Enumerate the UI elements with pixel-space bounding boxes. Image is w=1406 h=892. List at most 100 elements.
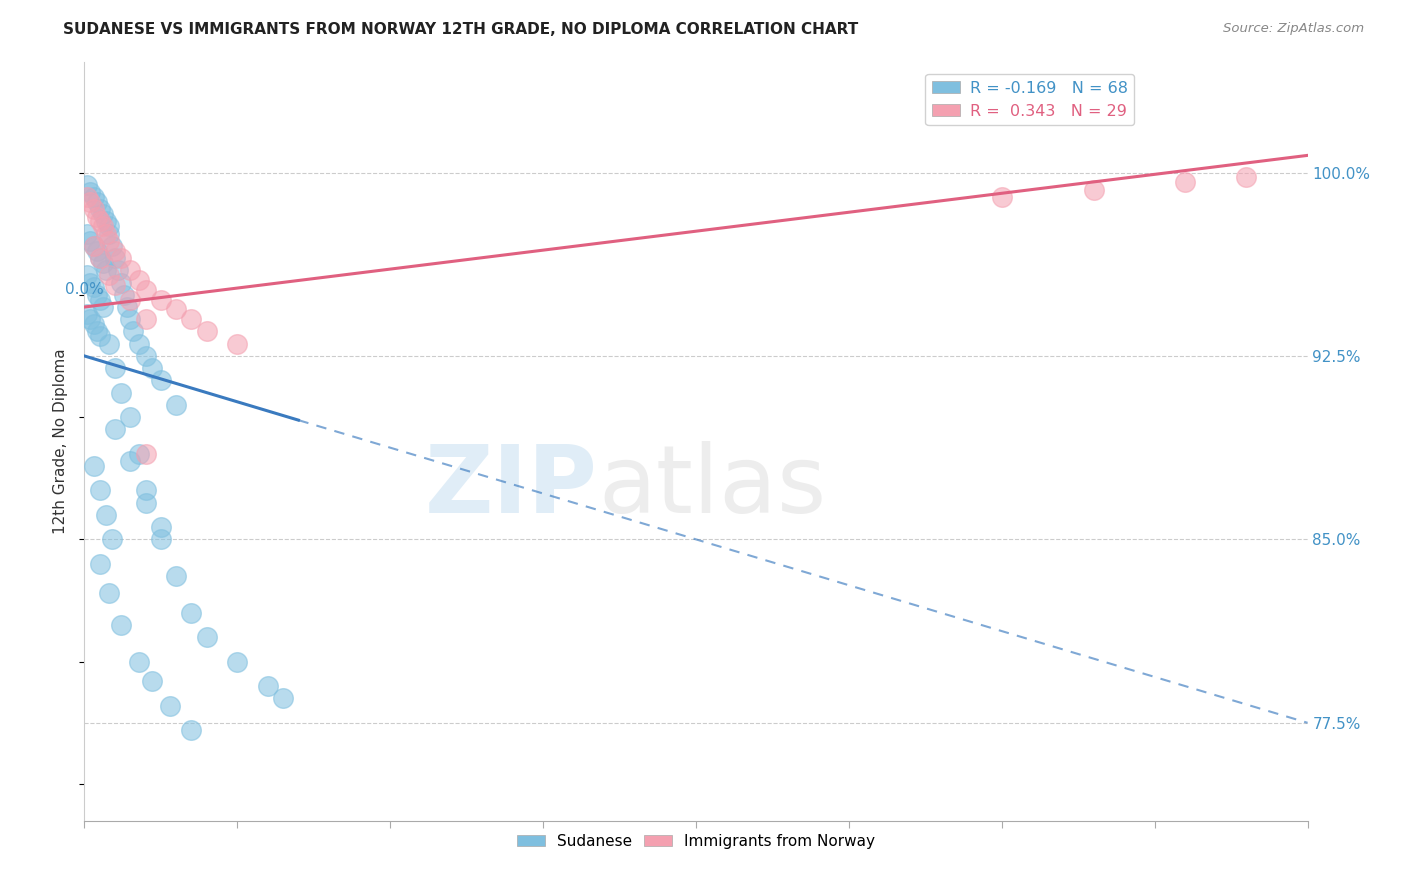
Point: [76, 268, 98, 283]
Text: Source: ZipAtlas.com: Source: ZipAtlas.com: [1223, 22, 1364, 36]
Point: [97, 227, 120, 241]
Point: [97, 336, 120, 351]
Point: [135, 483, 157, 498]
Text: 0.0%: 0.0%: [65, 282, 104, 297]
Point: [94, 508, 117, 522]
Point: [89, 557, 111, 571]
Point: [94, 214, 117, 228]
Point: [195, 325, 218, 339]
Point: [79, 185, 101, 199]
Point: [128, 655, 150, 669]
Point: [104, 251, 127, 265]
Point: [120, 410, 142, 425]
Text: atlas: atlas: [598, 441, 827, 533]
Point: [83, 458, 105, 473]
Y-axis label: 12th Grade, No Diploma: 12th Grade, No Diploma: [53, 349, 69, 534]
Legend: Sudanese, Immigrants from Norway: Sudanese, Immigrants from Norway: [510, 828, 882, 855]
Point: [89, 293, 111, 307]
Point: [91, 219, 114, 234]
Point: [89, 214, 111, 228]
Point: [1174, 175, 1197, 189]
Point: [141, 674, 163, 689]
Point: [94, 263, 117, 277]
Point: [89, 329, 111, 343]
Point: [112, 287, 135, 301]
Point: [89, 202, 111, 217]
Point: [94, 227, 117, 241]
Point: [104, 278, 127, 293]
Point: [83, 202, 105, 217]
Point: [135, 312, 157, 326]
Point: [135, 496, 157, 510]
Point: [1236, 170, 1258, 185]
Point: [149, 373, 172, 387]
Point: [83, 317, 105, 331]
Point: [180, 723, 202, 738]
Point: [110, 251, 132, 265]
Point: [104, 422, 127, 436]
Point: [83, 239, 105, 253]
Point: [159, 698, 181, 713]
Point: [120, 293, 142, 307]
Point: [128, 273, 150, 287]
Point: [89, 251, 111, 265]
Point: [135, 283, 157, 297]
Point: [149, 293, 172, 307]
Point: [97, 586, 120, 600]
Point: [79, 276, 101, 290]
Point: [110, 276, 132, 290]
Point: [149, 533, 172, 547]
Point: [89, 251, 111, 265]
Point: [86, 194, 108, 209]
Point: [149, 520, 172, 534]
Point: [128, 447, 150, 461]
Point: [76, 227, 98, 241]
Point: [76, 190, 98, 204]
Point: [122, 325, 145, 339]
Point: [128, 336, 150, 351]
Point: [226, 336, 249, 351]
Point: [195, 630, 218, 644]
Point: [79, 312, 101, 326]
Point: [226, 655, 249, 669]
Point: [110, 385, 132, 400]
Point: [271, 691, 294, 706]
Point: [101, 239, 124, 253]
Point: [97, 219, 120, 234]
Point: [76, 307, 98, 321]
Point: [115, 300, 138, 314]
Point: [165, 302, 187, 317]
Point: [104, 361, 127, 376]
Point: [135, 447, 157, 461]
Point: [141, 361, 163, 376]
Point: [86, 287, 108, 301]
Point: [180, 312, 202, 326]
Point: [101, 533, 124, 547]
Point: [86, 210, 108, 224]
Point: [120, 454, 142, 468]
Text: SUDANESE VS IMMIGRANTS FROM NORWAY 12TH GRADE, NO DIPLOMA CORRELATION CHART: SUDANESE VS IMMIGRANTS FROM NORWAY 12TH …: [63, 22, 859, 37]
Point: [120, 312, 142, 326]
Point: [165, 398, 187, 412]
Point: [86, 244, 108, 258]
Point: [91, 207, 114, 221]
Point: [120, 263, 142, 277]
Point: [135, 349, 157, 363]
Point: [97, 234, 120, 248]
Point: [107, 263, 129, 277]
Point: [1083, 183, 1105, 197]
Text: ZIP: ZIP: [425, 441, 598, 533]
Point: [86, 325, 108, 339]
Point: [83, 190, 105, 204]
Point: [76, 178, 98, 192]
Point: [89, 483, 111, 498]
Point: [83, 239, 105, 253]
Point: [991, 190, 1014, 204]
Point: [180, 606, 202, 620]
Point: [79, 234, 101, 248]
Point: [79, 194, 101, 209]
Point: [83, 280, 105, 294]
Point: [257, 679, 280, 693]
Point: [91, 256, 114, 270]
Point: [97, 268, 120, 283]
